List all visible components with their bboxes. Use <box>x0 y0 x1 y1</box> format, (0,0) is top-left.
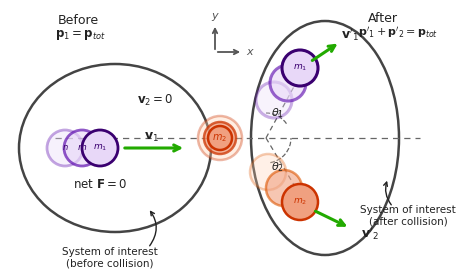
Text: $\mathbf{p}_1 = \mathbf{p}_{tot}$: $\mathbf{p}_1 = \mathbf{p}_{tot}$ <box>55 28 106 42</box>
Text: $m_2$: $m_2$ <box>293 197 307 207</box>
Circle shape <box>282 50 318 86</box>
Circle shape <box>250 154 286 190</box>
Circle shape <box>270 65 306 101</box>
Text: (before collision): (before collision) <box>66 258 154 268</box>
Text: System of interest: System of interest <box>360 205 456 215</box>
Text: After: After <box>368 12 398 25</box>
Text: $m_2$: $m_2$ <box>212 132 228 144</box>
Text: $\mathbf{v}_1$: $\mathbf{v}_1$ <box>145 130 160 144</box>
Circle shape <box>266 170 302 206</box>
Text: $m_1$: $m_1$ <box>293 63 307 73</box>
Circle shape <box>208 126 232 150</box>
Circle shape <box>282 184 318 220</box>
Text: m: m <box>78 143 86 153</box>
Text: $\mathbf{v'}_1$: $\mathbf{v'}_1$ <box>341 27 359 43</box>
Text: y: y <box>212 11 219 21</box>
Text: n: n <box>63 143 68 153</box>
Text: $\theta_1$: $\theta_1$ <box>271 106 284 120</box>
Circle shape <box>256 82 292 118</box>
Circle shape <box>64 130 100 166</box>
Circle shape <box>82 130 118 166</box>
Text: (after collision): (after collision) <box>369 217 447 227</box>
Circle shape <box>204 122 236 154</box>
Text: $\theta_2$: $\theta_2$ <box>271 160 284 174</box>
Text: $\mathbf{v}_2 = 0$: $\mathbf{v}_2 = 0$ <box>137 92 173 107</box>
Text: Before: Before <box>58 14 99 26</box>
Text: net $\mathbf{F} = 0$: net $\mathbf{F} = 0$ <box>73 178 127 191</box>
Text: $\mathbf{v'}_2$: $\mathbf{v'}_2$ <box>361 226 379 242</box>
Text: $\mathbf{p'}_1 + \mathbf{p'}_2 = \mathbf{p}_{tot}$: $\mathbf{p'}_1 + \mathbf{p'}_2 = \mathbf… <box>358 25 438 40</box>
Text: System of interest: System of interest <box>62 247 158 257</box>
Circle shape <box>47 130 83 166</box>
Circle shape <box>198 116 242 160</box>
Text: $m_1$: $m_1$ <box>93 143 107 153</box>
Text: x: x <box>246 47 253 57</box>
